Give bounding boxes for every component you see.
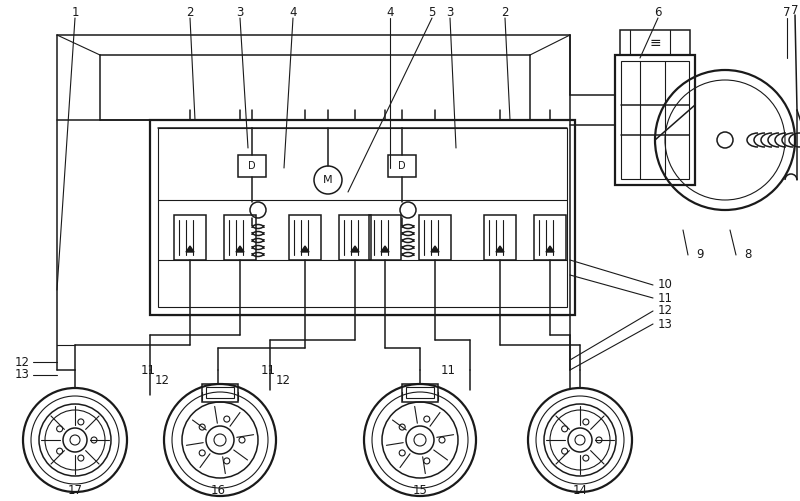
Polygon shape [186, 246, 194, 252]
Bar [620, 30, 690, 55]
Text: 13: 13 [14, 369, 30, 381]
Bar [406, 387, 434, 398]
Text: M: M [323, 175, 333, 185]
Text: 2: 2 [186, 6, 194, 19]
Bar [206, 387, 234, 398]
Bar [174, 215, 206, 260]
Text: 3: 3 [446, 6, 454, 19]
Bar [339, 215, 371, 260]
Text: 4: 4 [386, 6, 394, 19]
Text: 5: 5 [428, 6, 436, 19]
Text: D: D [248, 161, 256, 171]
Text: 12: 12 [658, 305, 673, 318]
Text: 11: 11 [261, 364, 275, 376]
Text: 14: 14 [573, 483, 587, 496]
Bar [369, 215, 401, 260]
Bar [402, 384, 438, 402]
Text: 7: 7 [791, 4, 798, 17]
Polygon shape [546, 246, 554, 252]
Bar [534, 215, 566, 260]
Bar [202, 384, 238, 402]
Polygon shape [351, 246, 359, 252]
Text: 10: 10 [658, 279, 673, 292]
Text: 4: 4 [290, 6, 297, 19]
Text: 11: 11 [141, 364, 155, 376]
Text: 12: 12 [275, 375, 290, 387]
Text: 7: 7 [783, 6, 790, 19]
Bar [621, 61, 689, 179]
Text: 3: 3 [236, 6, 244, 19]
Polygon shape [301, 246, 309, 252]
Bar [484, 215, 516, 260]
Text: 6: 6 [654, 6, 662, 19]
Text: 12: 12 [14, 356, 30, 369]
Bar [388, 155, 416, 177]
Text: 2: 2 [502, 6, 509, 19]
Text: 11: 11 [441, 364, 455, 376]
Text: 17: 17 [67, 483, 82, 496]
Text: 15: 15 [413, 483, 427, 496]
Text: 8: 8 [744, 248, 752, 262]
Text: ≡: ≡ [649, 36, 661, 50]
Bar [224, 215, 256, 260]
Bar [419, 215, 451, 260]
Polygon shape [381, 246, 389, 252]
Text: D: D [398, 161, 406, 171]
Text: 9: 9 [696, 248, 704, 262]
Bar [289, 215, 321, 260]
Text: 13: 13 [658, 318, 673, 331]
Bar [238, 155, 266, 177]
Bar [150, 120, 575, 315]
Text: 16: 16 [210, 483, 226, 496]
Text: 1: 1 [71, 6, 78, 19]
Bar [158, 128, 567, 307]
Text: 11: 11 [658, 292, 673, 305]
Bar [615, 55, 695, 185]
Polygon shape [431, 246, 439, 252]
Polygon shape [496, 246, 504, 252]
Text: 12: 12 [154, 375, 170, 387]
Polygon shape [236, 246, 244, 252]
